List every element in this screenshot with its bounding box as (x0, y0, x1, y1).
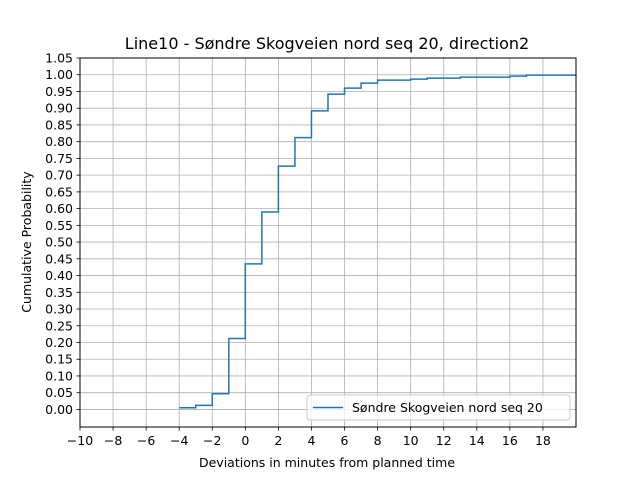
x-tick-label: 2 (274, 433, 282, 448)
x-tick-label: −2 (203, 433, 221, 448)
y-tick-label: 0.50 (45, 235, 73, 250)
plot-frame (79, 57, 577, 428)
legend-label: Søndre Skogveien nord seq 20 (352, 400, 543, 415)
y-tick-label: 0.25 (45, 318, 73, 333)
y-tick-label: 0.95 (45, 84, 73, 99)
x-axis-ticks: −10 −8 −6 −4 −2 0 2 4 6 8 10 12 14 16 18 (67, 427, 551, 448)
y-tick-label: 0.05 (45, 385, 73, 400)
x-tick-label: 8 (374, 433, 382, 448)
legend-box (306, 394, 571, 421)
x-tick-label: 14 (469, 433, 485, 448)
x-tick-label: 10 (403, 433, 419, 448)
y-tick-label: 0.85 (45, 117, 73, 132)
y-tick-label: 0.20 (45, 335, 73, 350)
y-tick-label: 0.40 (45, 268, 73, 283)
y-tick-label: 1.00 (45, 67, 73, 82)
x-tick-label: −8 (104, 433, 122, 448)
x-tick-label: 16 (502, 433, 518, 448)
y-axis-label: Cumulative Probability (19, 171, 34, 313)
x-tick-label: 12 (436, 433, 452, 448)
y-tick-label: 0.65 (45, 184, 73, 199)
y-tick-label: 0.00 (45, 402, 73, 417)
y-tick-label: 0.35 (45, 285, 73, 300)
x-tick-label: 18 (535, 433, 551, 448)
x-tick-label: 4 (307, 433, 315, 448)
y-tick-label: 0.10 (45, 368, 73, 383)
y-tick-label: 0.75 (45, 151, 73, 166)
y-tick-label: 1.05 (45, 51, 73, 66)
grid (79, 57, 576, 427)
legend: Søndre Skogveien nord seq 20 (306, 394, 571, 421)
y-tick-label: 0.70 (45, 168, 73, 183)
y-tick-label: 0.60 (45, 201, 73, 216)
y-tick-label: 0.55 (45, 218, 73, 233)
series-line (179, 74, 577, 409)
y-tick-label: 0.80 (45, 134, 73, 149)
y-axis-ticks: 0.00 0.05 0.100.15 0.20 0.250.30 0.35 0.40 0.45… (45, 51, 80, 417)
x-tick-label: 0 (241, 433, 249, 448)
x-tick-label: −4 (170, 433, 188, 448)
y-tick-label: 0.30 (45, 302, 73, 317)
x-tick-label: −6 (137, 433, 155, 448)
x-axis-label: Deviations in minutes from planned time (199, 455, 455, 470)
y-tick-label: 0.15 (45, 352, 73, 367)
y-tick-label: 0.90 (45, 101, 73, 116)
series-layer (179, 74, 577, 409)
x-tick-label: −10 (67, 433, 93, 448)
chart-title: Line10 - Søndre Skogveien nord seq 20, d… (125, 34, 529, 53)
y-tick-label: 0.45 (45, 251, 73, 266)
x-tick-label: 6 (341, 433, 349, 448)
